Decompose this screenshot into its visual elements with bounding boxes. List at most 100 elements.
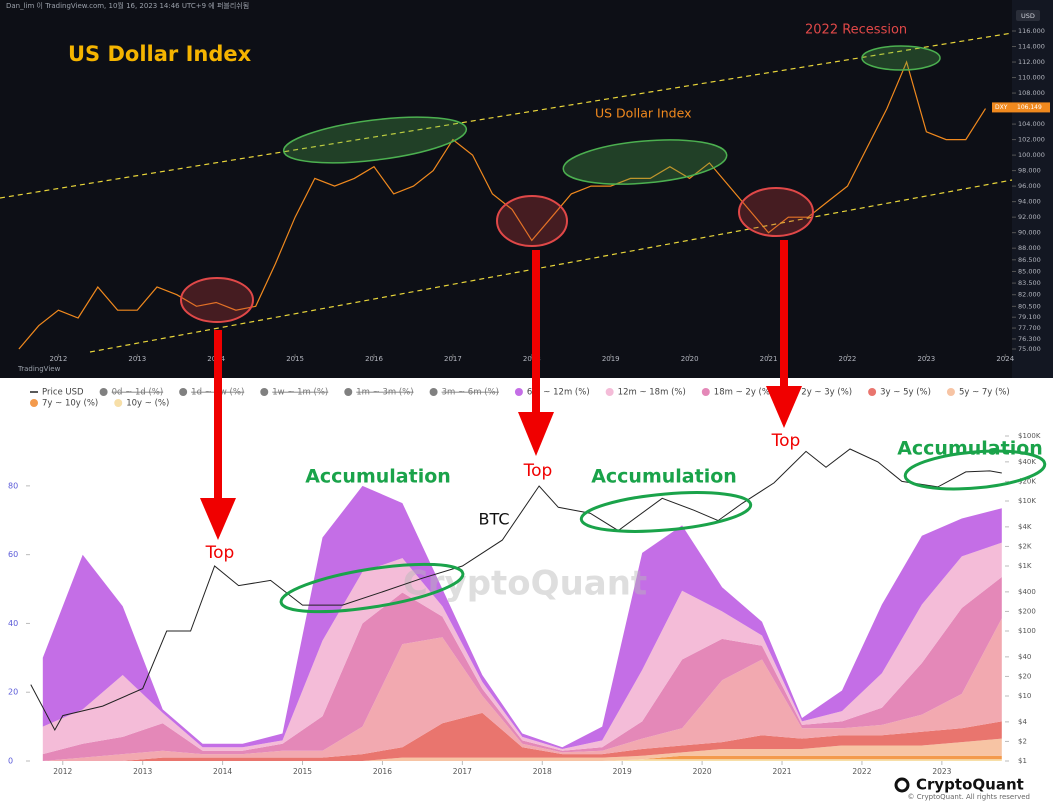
x-tick-label: 2016 [365,355,383,363]
footer-logo [894,777,910,793]
x-tick-label: 2015 [293,767,312,776]
y-tick-label: 75.000 [1018,345,1041,353]
x-tick-label: 2022 [839,355,857,363]
legend-swatch [946,388,955,396]
chart-title: US Dollar Index [68,42,252,66]
y-tick-label: 96.000 [1018,182,1041,190]
accumulation-ellipse [279,562,465,614]
y-tick-label: 110.000 [1018,74,1045,82]
x-tick-label: 2014 [213,767,232,776]
areas [42,485,1002,761]
legend-swatch [429,388,438,396]
x-tick-label: 2013 [128,355,146,363]
x-tick-label: 2019 [613,767,632,776]
x-tick-label: 2018 [533,767,552,776]
legend-item: Price USD [30,388,84,398]
y2-tick-label: $20K [1018,477,1036,485]
footer-brand: CryptoQuant [916,776,1024,794]
legend-item: 7y ~ 10y (%) [30,399,98,409]
channel-lines [0,32,1013,353]
y-tick-label: 76.300 [1018,335,1041,343]
legend-label: Price USD [42,388,84,398]
x-tick-label: 2016 [373,767,392,776]
y2-tick-label: $40K [1018,458,1036,466]
legend-item: 1w ~ 1m (%) [260,388,328,398]
dxy-line [18,60,987,350]
annotation: Accumulation [305,466,451,488]
dxy-chart: 116.000 114.000 112.000 110.000 108.000 104.0… [18,10,1050,363]
legend-label: 6m ~ 12m (%) [527,388,590,398]
y-tick-label: 88.000 [1018,244,1041,252]
highlight-ellipse [562,139,728,185]
x-tick-label: 2017 [444,355,462,363]
annotation: Accumulation [591,466,737,488]
y-tick-label: 92.000 [1018,213,1041,221]
y-tick-label: 112.000 [1018,58,1045,66]
y2-tick-label: $100 [1018,627,1036,635]
legend-label: 3y ~ 5y (%) [880,388,931,398]
y2-tick-label: $400 [1018,588,1036,596]
legend-item: 0d ~ 1d (%) [99,388,163,398]
legend-label: 3m ~ 6m (%) [442,388,499,398]
legend-item: 6m ~ 12m (%) [514,388,590,398]
low-circle [496,195,568,247]
annotation: Top [771,431,801,451]
watermark: CryptoQuant [403,564,647,604]
y2-tick-label: $10 [1018,692,1031,700]
price-axis-bg [1012,0,1053,378]
legend-swatch [260,388,269,396]
accumulation-ellipse [579,491,753,533]
legend-swatch [179,388,188,396]
arrow-head [518,412,554,456]
y-tick-label: 79.100 [1018,313,1041,321]
legend-swatch [514,388,523,396]
hodl-area [42,738,1002,761]
arrow-head [766,386,802,428]
x-tick-label: 2023 [932,767,951,776]
y-tick-label: 82.000 [1018,291,1041,299]
legend-item: 12m ~ 18m (%) [605,388,686,398]
annotation: Accumulation [897,438,1043,460]
y-tick-label: 80 [8,481,18,490]
footer-copyright: © CryptoQuant. All rights reserved [908,793,1030,801]
hodl-area [42,577,1002,761]
arrow-head [200,498,236,540]
y-tick-label: 86.500 [1018,256,1041,264]
y2-tick-label: $200 [1018,607,1036,615]
legend-label: 7y ~ 10y (%) [42,399,98,409]
y-tick-label: 98.000 [1018,167,1041,175]
y2-tick-label: $10K [1018,497,1036,505]
y2-tick-label: $40 [1018,653,1031,661]
x-tick-label: 2021 [760,355,778,363]
current-value: 106.149 [1017,104,1042,111]
tradingview-brand: TradingView [17,365,61,373]
hodl-area [42,755,1002,761]
y2-tick-label: $2K [1018,542,1032,550]
x-tick-label: 2017 [453,767,472,776]
x-tick-label: 2020 [693,767,712,776]
y2-tick-label: $2 [1018,737,1027,745]
current-badge [992,102,1050,113]
annotation: US Dollar Index [595,106,691,121]
y-tick-label: 85.000 [1018,267,1041,275]
x-tick-label: 2019 [602,355,620,363]
legend-swatch [344,388,353,396]
y-tick-label: 116.000 [1018,27,1045,35]
x-tick-label: 2024 [996,355,1014,363]
unit-badge [1016,10,1040,21]
highlight-ellipse [282,116,468,164]
top-highlights [180,45,941,323]
legend-label: 18m ~ 2y (%) [714,388,773,398]
footer: CryptoQuant © CryptoQuant. All rights re… [894,776,1030,801]
y2-tick-label: $1 [1018,757,1027,765]
legend-item: 1m ~ 3m (%) [344,388,414,398]
y2-tick-label: $4K [1018,523,1032,531]
legend-label: 1w ~ 1m (%) [272,388,328,398]
y-tick-label: 20 [8,688,18,697]
low-circle [738,187,814,237]
hodl-area [42,759,1002,761]
legend-swatch [605,388,614,396]
x-tick-label: 2022 [852,767,871,776]
